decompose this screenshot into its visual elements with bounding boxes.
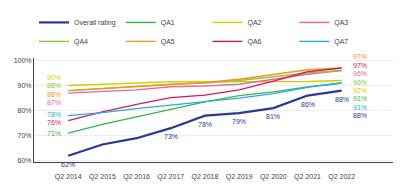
svg-text:62%: 62% [61, 161, 75, 168]
svg-text:96%: 96% [353, 79, 367, 86]
svg-text:76%: 76% [47, 119, 61, 126]
svg-text:Q2 2014: Q2 2014 [55, 173, 82, 181]
svg-text:81%: 81% [266, 113, 280, 120]
svg-text:88%: 88% [335, 96, 349, 103]
svg-text:92%: 92% [353, 87, 367, 94]
svg-text:73%: 73% [164, 133, 178, 140]
svg-text:Q2 2022: Q2 2022 [328, 173, 355, 181]
svg-text:88%: 88% [47, 82, 61, 89]
svg-text:100%: 100% [14, 57, 32, 64]
svg-text:Q2 2020: Q2 2020 [260, 173, 287, 181]
svg-text:78%: 78% [47, 111, 61, 118]
svg-text:QA3: QA3 [334, 19, 348, 27]
svg-text:71%: 71% [47, 130, 61, 137]
svg-text:QA1: QA1 [161, 19, 175, 27]
svg-text:Q2 2019: Q2 2019 [226, 173, 253, 181]
svg-text:QA2: QA2 [247, 19, 261, 27]
svg-text:91%: 91% [353, 104, 367, 111]
svg-text:Q2 2015: Q2 2015 [89, 173, 116, 181]
svg-text:QA4: QA4 [74, 38, 88, 46]
svg-text:97%: 97% [353, 62, 367, 69]
svg-text:88%: 88% [353, 112, 367, 119]
svg-text:QA5: QA5 [161, 38, 175, 46]
svg-text:96%: 96% [353, 70, 367, 77]
svg-text:97%: 97% [353, 53, 367, 60]
svg-text:QA7: QA7 [334, 38, 348, 46]
svg-text:91%: 91% [353, 95, 367, 102]
svg-text:86%: 86% [301, 101, 315, 108]
svg-text:90%: 90% [18, 82, 32, 89]
svg-text:Q2 2021: Q2 2021 [294, 173, 321, 181]
svg-text:88%: 88% [47, 91, 61, 98]
svg-text:78%: 78% [198, 121, 212, 128]
svg-text:Q2 2018: Q2 2018 [192, 173, 219, 181]
svg-text:79%: 79% [232, 118, 246, 125]
svg-text:80%: 80% [18, 107, 32, 114]
svg-text:60%: 60% [18, 157, 32, 164]
svg-text:90%: 90% [47, 74, 61, 81]
svg-text:70%: 70% [18, 132, 32, 139]
svg-text:Q2 2016: Q2 2016 [123, 173, 150, 181]
svg-text:Overall rating: Overall rating [74, 19, 116, 27]
svg-text:87%: 87% [47, 99, 61, 106]
svg-text:QA6: QA6 [247, 38, 261, 46]
svg-text:Q2 2017: Q2 2017 [157, 173, 184, 181]
